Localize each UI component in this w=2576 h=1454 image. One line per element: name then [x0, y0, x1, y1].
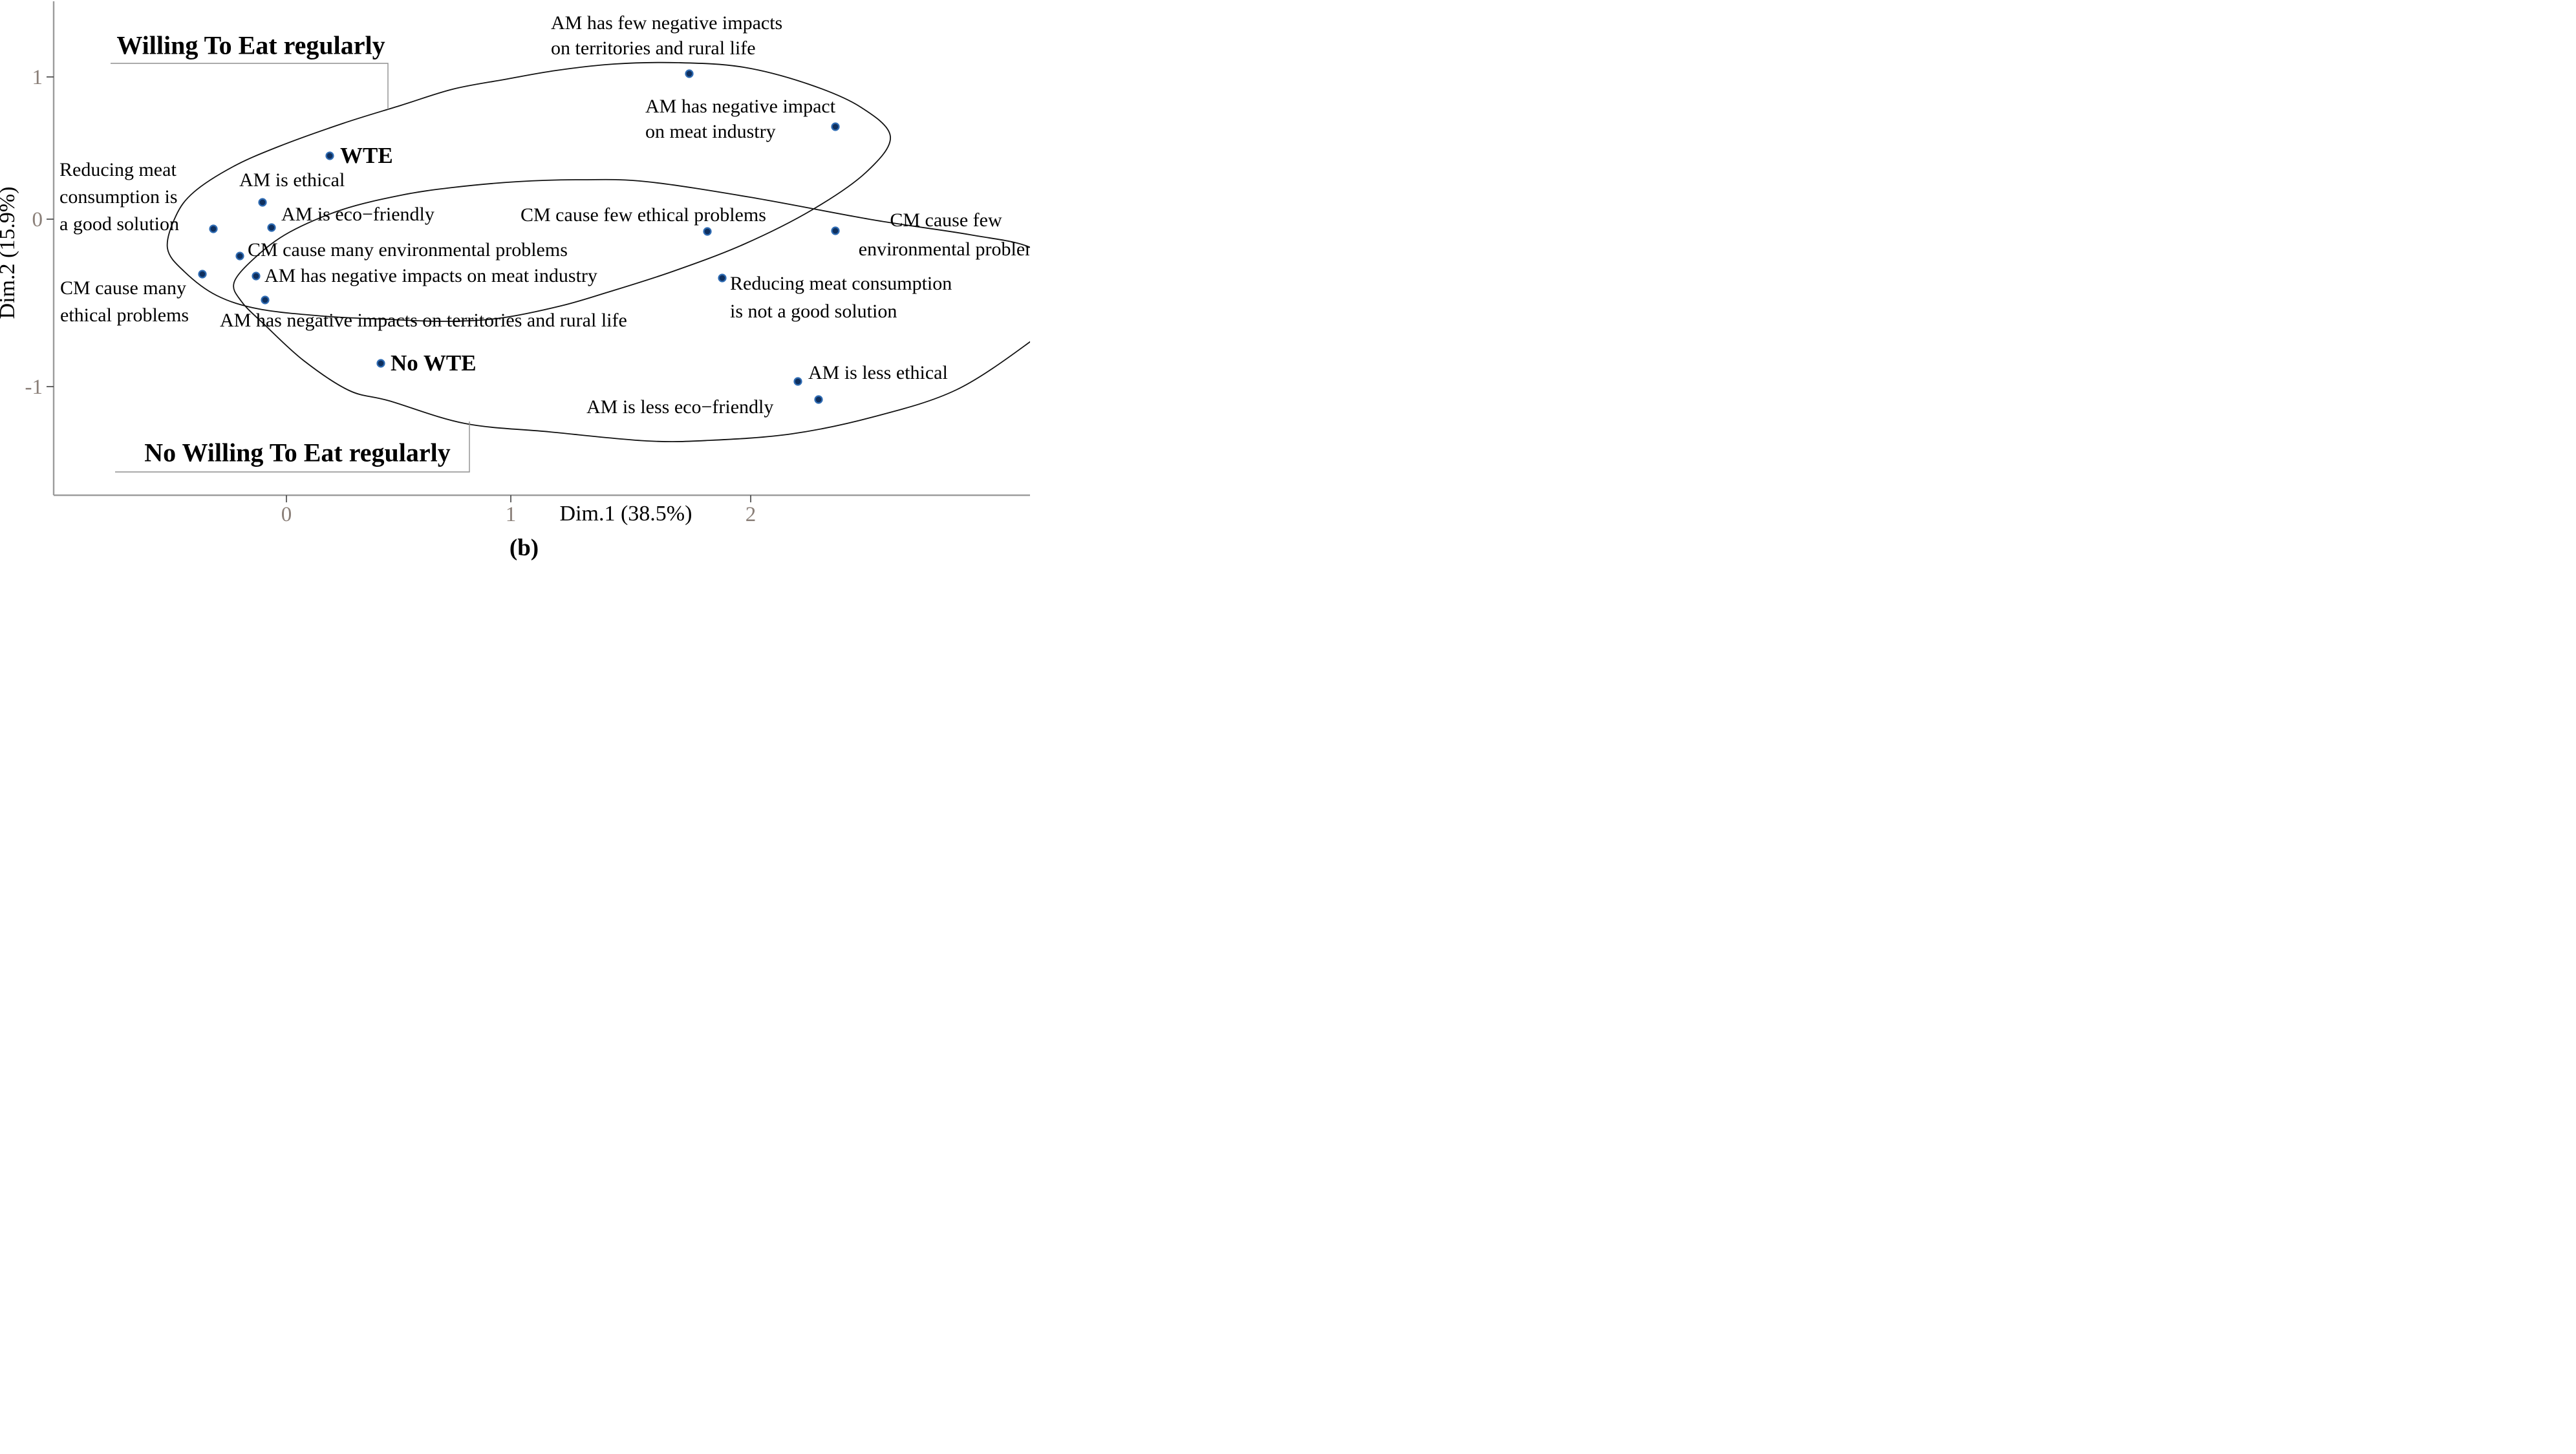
data-point-1	[376, 359, 385, 368]
point-label-9-line-1: on territories and rural life	[551, 37, 756, 59]
point-label-14-line-0: AM is less ethical	[808, 362, 948, 383]
point-label-12-line-0: CM cause few	[890, 209, 1002, 231]
data-point-6	[198, 270, 207, 279]
point-label-1-line-0: No WTE	[391, 350, 477, 376]
point-label-3-line-0: AM is eco−friendly	[281, 204, 435, 225]
y-tick-label--1: -1	[25, 376, 43, 399]
x-tick-label-2: 2	[746, 503, 757, 526]
y-tick-label-1: 1	[32, 66, 43, 89]
point-label-0-line-0: WTE	[340, 143, 393, 168]
x-tick-label-1: 1	[506, 503, 517, 526]
group-bracket-wte	[111, 63, 389, 109]
data-point-5	[235, 251, 244, 261]
point-label-7-line-0: AM has negative impacts on meat industry	[264, 265, 597, 286]
data-point-14	[793, 377, 802, 386]
point-label-8-line-0: AM has negative impacts on territories a…	[220, 310, 627, 331]
point-label-4-line-1: consumption is	[59, 186, 178, 208]
point-label-4-line-0: Reducing meat	[59, 159, 177, 180]
data-point-8	[261, 295, 270, 305]
data-point-3	[267, 223, 276, 232]
point-label-9-line-0: AM has few negative impacts	[551, 12, 782, 34]
data-point-0	[325, 151, 334, 160]
data-point-12	[831, 226, 840, 235]
point-label-10-line-0: AM has negative impact	[645, 96, 836, 117]
group-title-no-wte: No Willing To Eat regularly	[144, 438, 450, 467]
data-point-13	[718, 273, 727, 283]
point-label-6-line-0: CM cause many	[60, 277, 186, 299]
data-point-9	[685, 69, 694, 78]
mca-biplot-figure: 0 1 2 1 0 -1 Dim.1 (38.5%) Dim.2 (15.9%) Willing…	[0, 0, 1030, 582]
point-label-10-line-1: on meat industry	[645, 121, 776, 142]
y-tick-label-0: 0	[32, 208, 43, 231]
y-axis-title: Dim.2 (15.9%)	[0, 187, 19, 319]
x-axis-title: Dim.1 (38.5%)	[560, 502, 692, 526]
point-label-12-line-1: environmental problems	[859, 239, 1030, 260]
point-label-11-line-0: CM cause few ethical problems	[521, 204, 766, 226]
data-point-7	[252, 272, 261, 281]
group-ellipse-wte	[166, 61, 891, 322]
scatter-plot-canvas: 0 1 2 1 0 -1 Dim.1 (38.5%) Dim.2 (15.9%) Willing…	[0, 1, 1030, 526]
data-point-10	[831, 122, 840, 131]
point-label-6-line-1: ethical problems	[60, 305, 189, 326]
group-bracket-no-wte	[115, 422, 470, 473]
point-label-13-line-0: Reducing meat consumption	[730, 273, 952, 294]
point-label-15-line-0: AM is less eco−friendly	[586, 396, 773, 418]
group-title-wte: Willing To Eat regularly	[116, 31, 385, 60]
data-point-15	[814, 395, 823, 404]
data-point-4	[209, 224, 218, 233]
data-point-11	[703, 227, 712, 236]
point-label-13-line-1: is not a good solution	[730, 301, 897, 322]
point-label-5-line-0: CM cause many environmental problems	[248, 239, 568, 261]
point-label-4-line-2: a good solution	[59, 213, 179, 235]
point-label-2-line-0: AM is ethical	[239, 169, 345, 191]
x-tick-label-0: 0	[281, 503, 292, 526]
data-point-2	[258, 198, 267, 207]
group-ellipse-no-wte	[233, 178, 1030, 443]
